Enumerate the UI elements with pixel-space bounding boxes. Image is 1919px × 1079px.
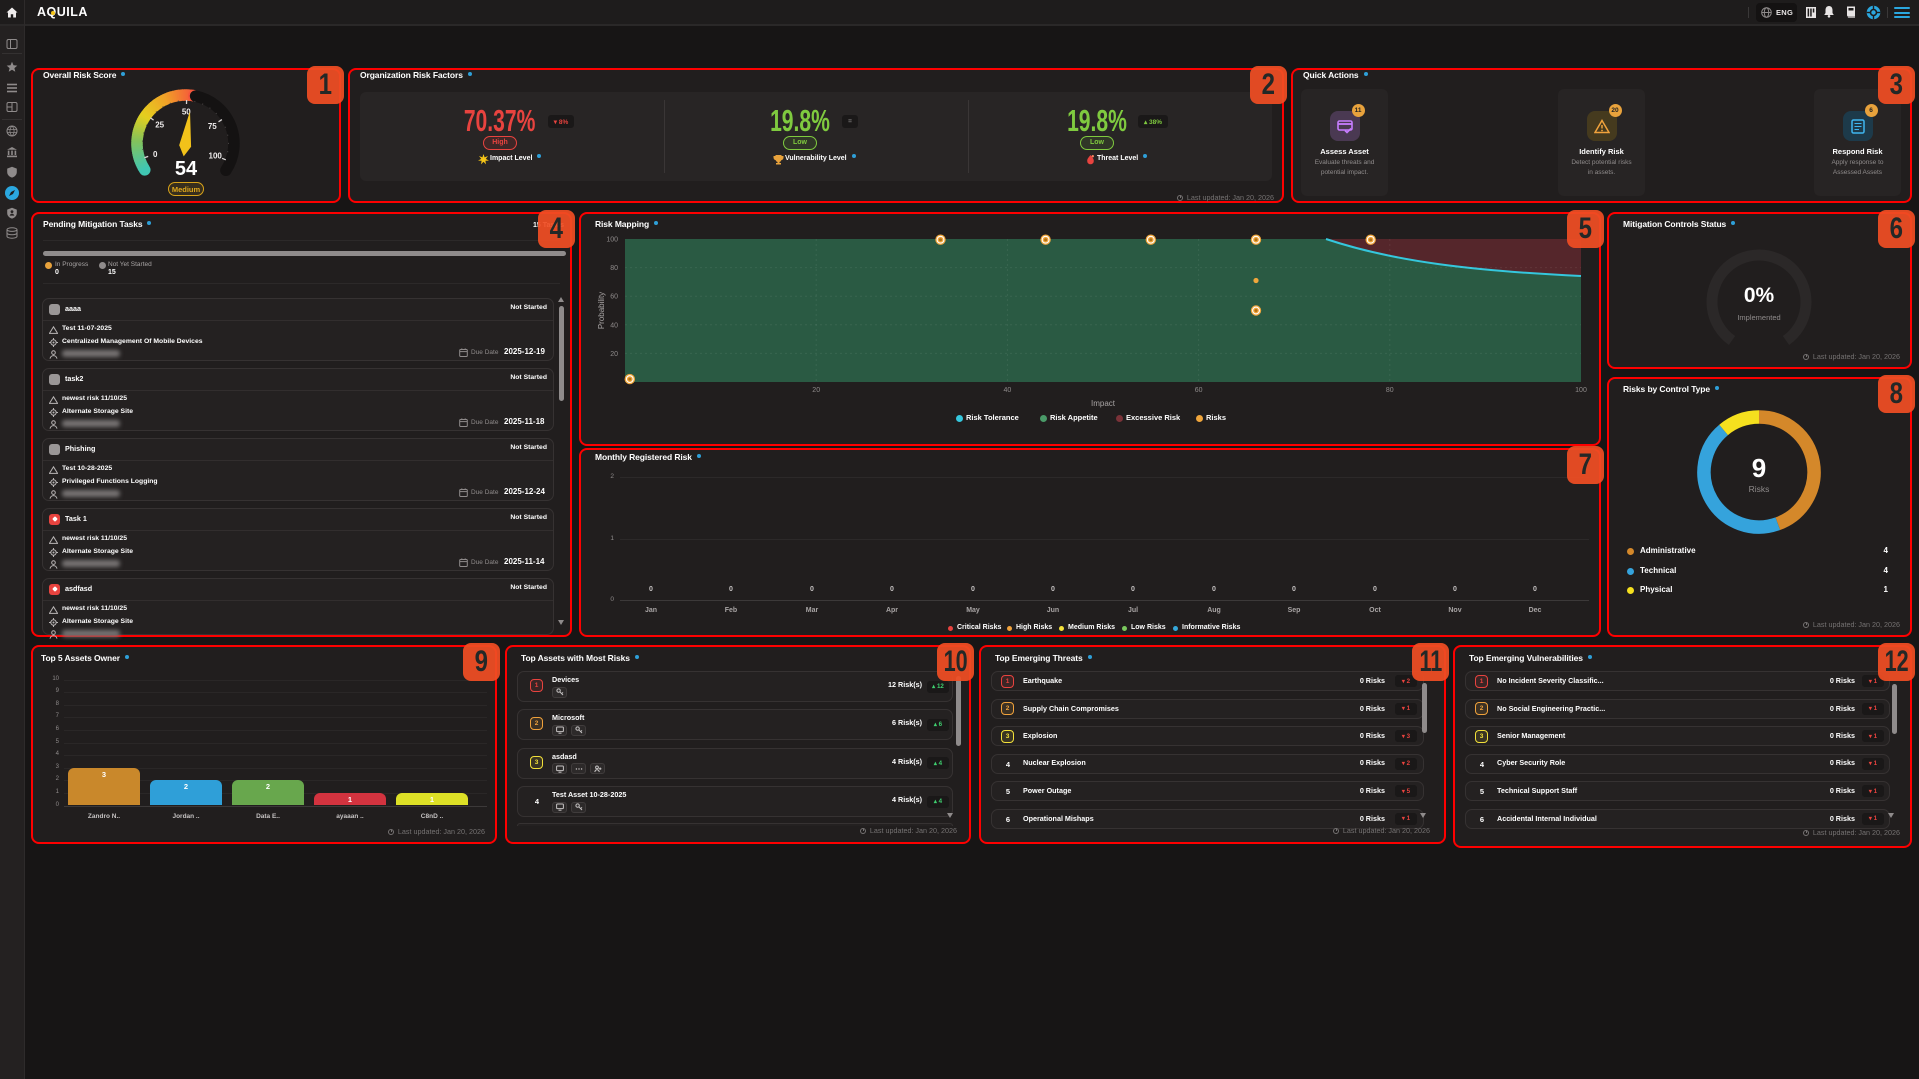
- svg-text:100: 100: [606, 237, 618, 244]
- svg-text:40: 40: [1004, 387, 1012, 394]
- svg-text:40: 40: [610, 322, 618, 329]
- svg-text:25: 25: [155, 121, 164, 130]
- svg-text:100: 100: [209, 152, 223, 161]
- svg-text:20: 20: [812, 387, 820, 394]
- svg-text:Impact: Impact: [1091, 399, 1116, 408]
- svg-text:0: 0: [153, 150, 158, 159]
- svg-text:80: 80: [1386, 387, 1394, 394]
- svg-text:100: 100: [1575, 387, 1587, 394]
- svg-text:60: 60: [1195, 387, 1203, 394]
- svg-text:75: 75: [208, 122, 217, 131]
- svg-text:60: 60: [610, 294, 618, 301]
- svg-text:50: 50: [182, 108, 191, 117]
- svg-text:Probability: Probability: [598, 292, 606, 329]
- svg-text:20: 20: [610, 351, 618, 358]
- svg-text:80: 80: [610, 265, 618, 272]
